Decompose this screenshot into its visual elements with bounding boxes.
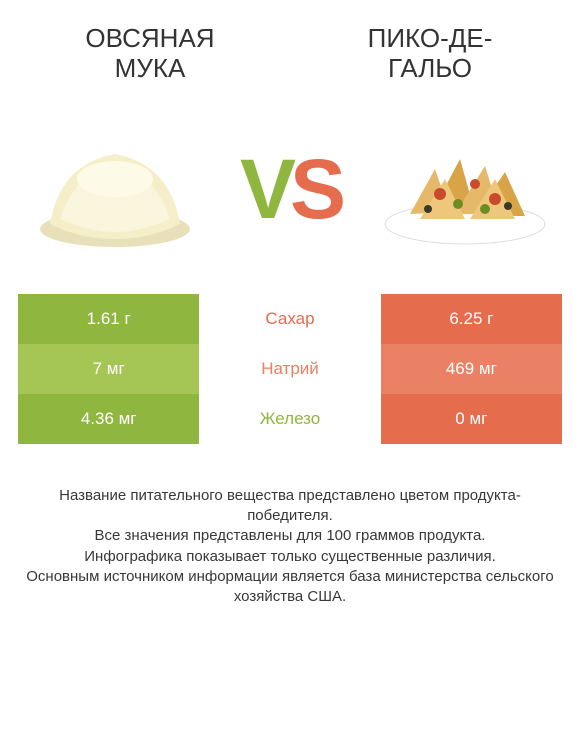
footer-line: Инфографика показывает только существенн… <box>24 547 556 567</box>
table-row: 1.61 г Сахар 6.25 г <box>18 294 562 344</box>
right-title: ПИКО-ДЕ-ГАЛЬО <box>330 24 530 84</box>
flour-image <box>30 124 200 254</box>
left-value: 7 мг <box>18 344 199 394</box>
vs-label: VS <box>240 147 340 231</box>
vs-s: S <box>290 142 340 236</box>
nutrient-label: Сахар <box>199 294 380 344</box>
right-value: 6.25 г <box>381 294 562 344</box>
vs-v: V <box>240 142 290 236</box>
left-value: 4.36 мг <box>18 394 199 444</box>
comparison-table: 1.61 г Сахар 6.25 г 7 мг Натрий 469 мг 4… <box>0 294 580 444</box>
nachos-image <box>380 124 550 254</box>
right-value: 469 мг <box>381 344 562 394</box>
footer-line: Основным источником информации является … <box>24 567 556 608</box>
nutrient-label: Натрий <box>199 344 380 394</box>
flour-icon <box>30 124 200 254</box>
left-title: ОВСЯНАЯ МУКА <box>50 24 250 84</box>
nachos-icon <box>380 124 550 254</box>
images-row: VS <box>0 94 580 294</box>
right-value: 0 мг <box>381 394 562 444</box>
table-row: 4.36 мг Железо 0 мг <box>18 394 562 444</box>
nutrient-label: Железо <box>199 394 380 444</box>
left-value: 1.61 г <box>18 294 199 344</box>
footer-line: Название питательного вещества представл… <box>24 486 556 527</box>
header-row: ОВСЯНАЯ МУКА ПИКО-ДЕ-ГАЛЬО <box>0 0 580 94</box>
footer-text: Название питательного вещества представл… <box>0 444 580 608</box>
table-row: 7 мг Натрий 469 мг <box>18 344 562 394</box>
footer-line: Все значения представлены для 100 граммо… <box>24 526 556 546</box>
